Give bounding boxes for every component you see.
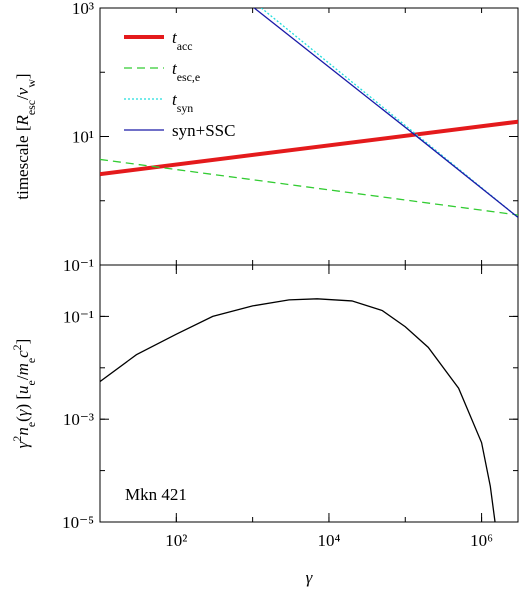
label-part: γ	[13, 408, 32, 416]
legend-label: syn+SSC	[172, 121, 235, 140]
y-tick-label: 10⁻¹	[63, 307, 94, 326]
label-part: n	[13, 427, 32, 436]
label-part: w	[24, 79, 38, 88]
label-part: (	[13, 416, 32, 422]
label-part: v	[13, 87, 32, 95]
label-part: acc	[177, 39, 193, 53]
label-part: e	[24, 358, 38, 363]
y-axis-label: timescale [Resc/vw]	[13, 73, 38, 199]
y-tick-label: 10⁻³	[63, 410, 94, 429]
y-tick-label: 10⁻⁵	[62, 513, 94, 532]
label-part: c	[13, 350, 32, 358]
legend-label: tsyn	[172, 90, 193, 115]
x-tick-label: 10²	[165, 531, 187, 550]
label-part: /	[13, 95, 32, 100]
label-part: 2	[10, 344, 24, 350]
series-line	[253, 8, 518, 218]
label-part: ) [	[13, 394, 32, 410]
label-part: esc,e	[177, 70, 200, 84]
label-part: esc	[24, 100, 38, 115]
label-part: timescale [	[13, 125, 32, 199]
series-line	[100, 158, 518, 216]
plot-frame	[99, 264, 519, 523]
legend-label: tesc,e	[172, 59, 200, 84]
label-part: e	[24, 422, 38, 427]
label-part: t	[172, 90, 178, 109]
label-part: γ	[13, 440, 32, 448]
series-line	[100, 119, 518, 177]
label-part: /	[13, 375, 32, 380]
label-part: u	[13, 385, 32, 394]
label-part: m	[13, 363, 32, 375]
y-tick-label: 10¹	[72, 128, 94, 147]
label-part: ]	[13, 73, 32, 79]
label-part: syn	[177, 101, 194, 115]
x-tick-label: 10⁶	[470, 531, 493, 550]
annotation: Mkn 421	[125, 485, 187, 504]
label-part: e	[24, 380, 38, 385]
y-axis-label: γ2ne(γ) [ue/mec2]	[10, 339, 38, 449]
label-part: R	[13, 115, 32, 127]
y-tick-label: 10⁻¹	[63, 256, 94, 275]
label-part: t	[172, 28, 178, 47]
series-line	[100, 298, 496, 522]
x-axis-label: γ	[306, 568, 314, 587]
label-part: t	[172, 59, 178, 78]
x-tick-label: 10⁴	[317, 531, 340, 550]
legend-label: tacc	[172, 28, 193, 53]
label-part: syn+SSC	[172, 121, 235, 140]
label-part: 2	[10, 436, 24, 442]
y-tick-label: 10³	[72, 0, 94, 18]
label-part: ]	[13, 339, 32, 345]
